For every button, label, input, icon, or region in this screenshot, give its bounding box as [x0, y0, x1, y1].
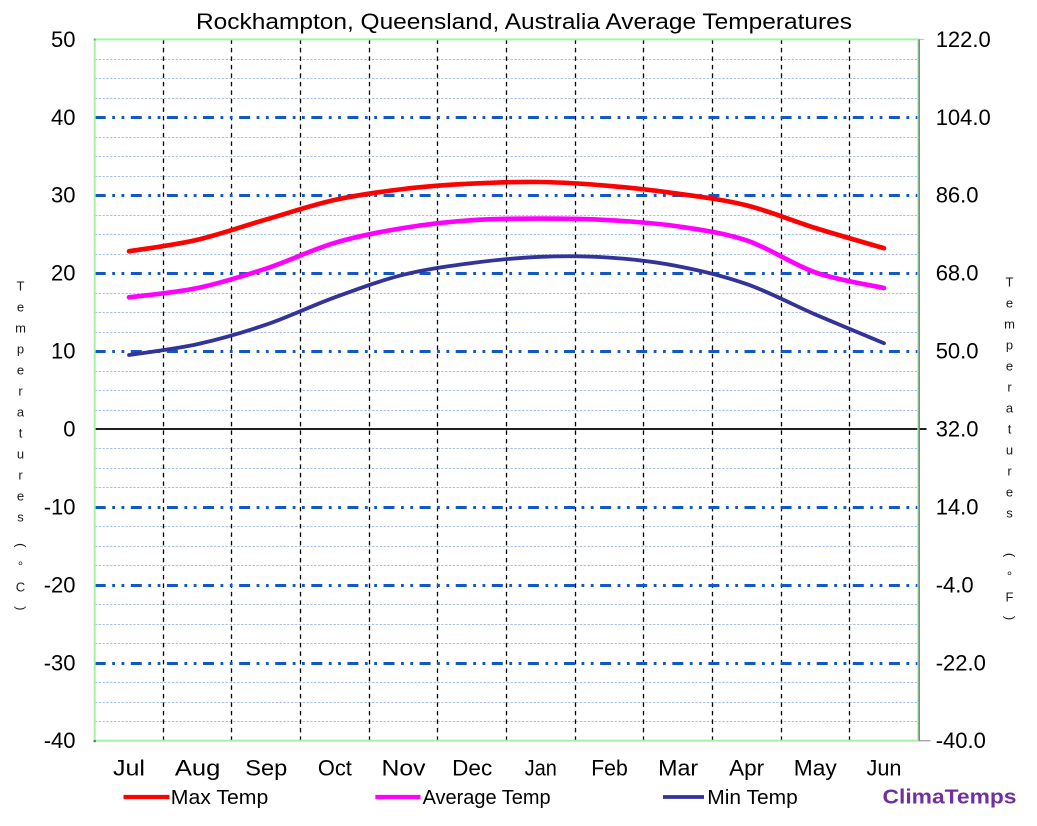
svg-text:40: 40: [51, 105, 75, 130]
svg-text:Apr: Apr: [729, 756, 764, 781]
svg-text:e: e: [17, 299, 24, 314]
svg-text:122.0: 122.0: [936, 27, 991, 52]
svg-text:104.0: 104.0: [936, 105, 991, 130]
svg-text:14.0: 14.0: [936, 494, 979, 519]
svg-text:20: 20: [51, 261, 75, 286]
svg-text:May: May: [794, 756, 837, 781]
svg-text:r: r: [18, 383, 23, 398]
svg-text:T: T: [17, 278, 25, 293]
svg-text:m: m: [15, 320, 26, 335]
svg-text:68.0: 68.0: [936, 261, 979, 286]
svg-text:°: °: [1007, 568, 1012, 583]
svg-text:Rockhampton, Queensland, Austr: Rockhampton, Queensland, Australia Avera…: [196, 9, 852, 34]
svg-text:r: r: [18, 467, 23, 482]
svg-text:ClimaTemps: ClimaTemps: [883, 786, 1017, 809]
svg-text:e: e: [1006, 485, 1013, 500]
svg-text:-40.0: -40.0: [936, 728, 986, 753]
svg-text:-22.0: -22.0: [936, 650, 986, 675]
svg-text:s: s: [17, 509, 24, 524]
svg-text:-30: -30: [44, 650, 76, 675]
svg-text:Feb: Feb: [591, 756, 628, 781]
svg-text:F: F: [1006, 589, 1014, 604]
svg-text:e: e: [17, 362, 24, 377]
svg-text:Mar: Mar: [658, 756, 698, 781]
svg-text:-4.0: -4.0: [936, 572, 974, 597]
svg-text:Max Temp: Max Temp: [171, 786, 268, 809]
svg-text:-10: -10: [44, 494, 76, 519]
svg-text:T: T: [1006, 274, 1014, 289]
svg-text:Min Temp: Min Temp: [707, 786, 798, 809]
svg-text:s: s: [1006, 506, 1013, 521]
svg-text:0: 0: [63, 417, 75, 442]
svg-text:r: r: [1007, 464, 1012, 479]
svg-text:(: (: [13, 543, 28, 548]
svg-text:): ): [13, 606, 28, 610]
svg-text:10: 10: [51, 339, 75, 364]
svg-text:): ): [1002, 616, 1017, 620]
svg-text:Jun: Jun: [867, 756, 902, 781]
svg-text:C: C: [16, 580, 25, 595]
svg-text:(: (: [1002, 553, 1017, 558]
svg-text:m: m: [1004, 316, 1015, 331]
svg-text:32.0: 32.0: [936, 417, 979, 442]
svg-text:t: t: [1008, 422, 1012, 437]
svg-text:e: e: [1006, 359, 1013, 374]
svg-text:86.0: 86.0: [936, 183, 979, 208]
svg-text:a: a: [1006, 401, 1014, 416]
svg-text:u: u: [1006, 443, 1013, 458]
svg-text:e: e: [1006, 295, 1013, 310]
svg-text:u: u: [17, 446, 24, 461]
svg-text:Nov: Nov: [382, 756, 426, 781]
svg-text:r: r: [1007, 380, 1012, 395]
svg-text:Average Temp: Average Temp: [423, 786, 551, 809]
svg-text:p: p: [1006, 337, 1013, 352]
svg-text:-20: -20: [44, 572, 76, 597]
svg-text:°: °: [18, 559, 23, 574]
svg-text:a: a: [17, 404, 25, 419]
svg-text:Dec: Dec: [452, 756, 492, 781]
svg-text:p: p: [17, 341, 24, 356]
svg-text:Sep: Sep: [245, 756, 287, 781]
svg-text:t: t: [19, 425, 23, 440]
svg-text:Jul: Jul: [113, 756, 145, 781]
svg-text:Jan: Jan: [525, 756, 557, 781]
svg-text:30: 30: [51, 183, 75, 208]
svg-text:e: e: [17, 488, 24, 503]
svg-text:-40: -40: [44, 728, 76, 753]
svg-text:Aug: Aug: [175, 756, 221, 781]
svg-text:50: 50: [51, 27, 75, 52]
svg-text:Oct: Oct: [318, 756, 352, 781]
svg-text:50.0: 50.0: [936, 339, 979, 364]
